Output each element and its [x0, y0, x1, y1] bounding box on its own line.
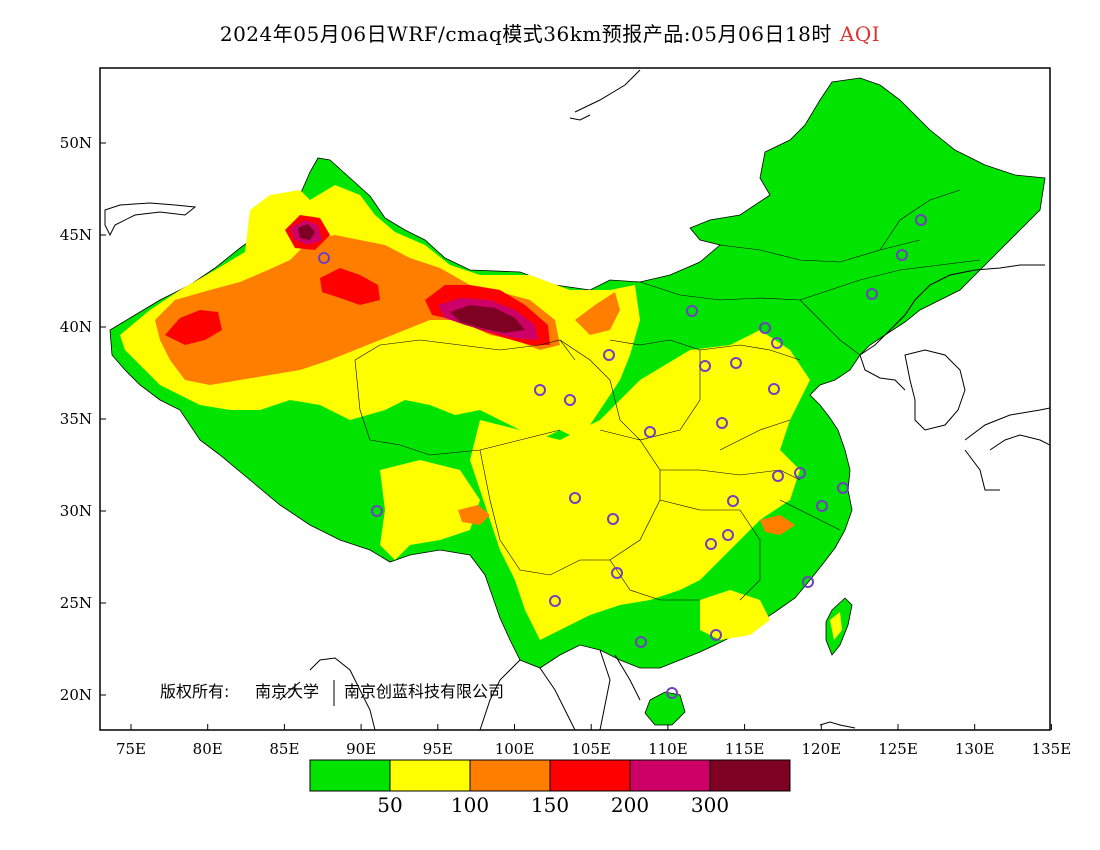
- region-hazardous-1: [298, 224, 315, 240]
- station-marker: [635, 636, 647, 648]
- region-moderate-central: [470, 330, 810, 640]
- station-marker: [607, 513, 619, 525]
- station-marker: [705, 538, 717, 550]
- region-hazardous-2: [450, 305, 525, 333]
- station-marker: [569, 492, 581, 504]
- lon-tick-label: 120E: [802, 740, 842, 758]
- latitude-axis: 50N 45N 40N 35N 30N 25N 20N: [60, 134, 106, 704]
- legend-label: 50: [377, 793, 402, 817]
- legend-swatch: [389, 759, 471, 792]
- copyright-org1: 南京大学: [255, 682, 319, 701]
- map-content: [104, 69, 1050, 730]
- lon-tick-label: 90E: [346, 740, 376, 758]
- station-marker: [730, 357, 742, 369]
- lon-tick-label: 130E: [955, 740, 995, 758]
- station-marker: [666, 687, 678, 699]
- neighbor-coastlines: [104, 69, 1050, 730]
- station-marker: [318, 252, 330, 264]
- aqi-legend: 50 100 150 200 300: [309, 759, 791, 817]
- title-text: 2024年05月06日WRF/cmaq模式36km预报产品:05月06日18时: [219, 22, 832, 46]
- lat-tick-label: 20N: [60, 686, 92, 704]
- station-marker: [722, 529, 734, 541]
- lat-tick-label: 50N: [60, 134, 92, 152]
- title-variable: AQI: [839, 22, 881, 46]
- station-marker: [802, 576, 814, 588]
- station-marker: [611, 567, 623, 579]
- lon-tick-label: 105E: [571, 740, 611, 758]
- legend-swatch: [469, 759, 551, 792]
- lon-tick-label: 110E: [648, 740, 688, 758]
- copyright-org2: 南京创蓝科技有限公司: [344, 682, 504, 701]
- lon-tick-label: 80E: [193, 740, 223, 758]
- station-marker: [837, 482, 849, 494]
- lon-tick-label: 135E: [1032, 740, 1072, 758]
- legend-swatch: [309, 759, 391, 792]
- legend-swatch: [629, 759, 711, 792]
- legend-label: 100: [451, 793, 489, 817]
- lon-tick-label: 95E: [423, 740, 453, 758]
- hainan-island: [644, 691, 686, 726]
- station-marker: [644, 426, 656, 438]
- station-marker: [549, 595, 561, 607]
- station-marker: [915, 214, 927, 226]
- legend-label: 150: [531, 793, 569, 817]
- region-unhealthy-1: [165, 310, 222, 345]
- station-marker: [768, 383, 780, 395]
- region-usg-mid: [575, 292, 620, 335]
- region-moderate-south: [700, 590, 770, 640]
- region-moderate-tibet: [380, 460, 480, 560]
- station-marker: [710, 629, 722, 641]
- station-marker: [866, 288, 878, 300]
- legend-swatch: [549, 759, 631, 792]
- region-usg-east: [760, 515, 795, 535]
- longitude-axis: 75E 80E 85E 90E 95E 100E 105E 110E 115E 120E 125E 1…: [116, 724, 1071, 758]
- copyright: 版权所有: 南京大学 南京创蓝科技有限公司: [160, 680, 504, 706]
- lon-tick-label: 85E: [269, 740, 299, 758]
- station-marker: [686, 305, 698, 317]
- map-title: 2024年05月06日WRF/cmaq模式36km预报产品:05月06日18时 A…: [0, 18, 1100, 47]
- lat-tick-label: 30N: [60, 502, 92, 520]
- station-marker: [727, 495, 739, 507]
- station-marker: [371, 505, 383, 517]
- region-usg-northwest: [155, 235, 560, 385]
- legend-label: 200: [611, 793, 649, 817]
- legend-label: 300: [691, 793, 729, 817]
- lon-tick-label: 115E: [725, 740, 765, 758]
- taiwan-moderate: [830, 612, 842, 640]
- lon-tick-label: 125E: [878, 740, 918, 758]
- station-marker: [759, 322, 771, 334]
- copyright-label: 版权所有:: [160, 682, 229, 701]
- lon-tick-label: 75E: [116, 740, 146, 758]
- lat-tick-label: 25N: [60, 594, 92, 612]
- station-marker: [564, 394, 576, 406]
- lat-tick-label: 45N: [60, 226, 92, 244]
- station-marker: [716, 417, 728, 429]
- station-marker: [816, 500, 828, 512]
- station-marker: [699, 360, 711, 372]
- station-marker: [896, 249, 908, 261]
- lat-tick-label: 40N: [60, 318, 92, 336]
- station-marker: [772, 470, 784, 482]
- station-marker: [794, 467, 806, 479]
- lat-tick-label: 35N: [60, 410, 92, 428]
- station-marker: [771, 337, 783, 349]
- map-frame: [99, 67, 1051, 731]
- province-boundaries: [354, 189, 981, 601]
- monitoring-stations: [318, 214, 927, 699]
- region-usg-tibet: [458, 505, 490, 525]
- station-marker: [603, 349, 615, 361]
- lon-tick-label: 100E: [495, 740, 535, 758]
- region-unhealthy-3: [320, 268, 380, 305]
- legend-swatch: [709, 759, 791, 792]
- station-marker: [534, 384, 546, 396]
